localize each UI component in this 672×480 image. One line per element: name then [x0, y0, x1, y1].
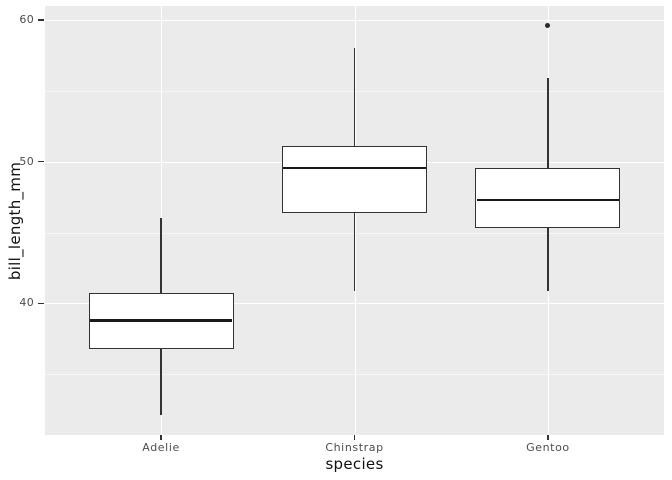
x-axis-title: species — [325, 455, 384, 473]
boxplot-upper-whisker — [160, 218, 162, 293]
x-tick-label: Adelie — [142, 441, 180, 454]
y-axis-tick — [38, 302, 44, 305]
y-tick-label: 50 — [19, 154, 34, 168]
boxplot-upper-whisker — [353, 48, 356, 147]
boxplot-lower-whisker — [547, 228, 549, 291]
boxplot-box — [475, 168, 621, 229]
y-axis-title: bill_length_mm — [6, 161, 24, 280]
x-axis-tick — [160, 435, 162, 440]
x-tick-label: Gentoo — [526, 441, 570, 454]
boxplot-median — [283, 166, 426, 170]
x-tick-label: Chinstrap — [325, 441, 384, 454]
y-axis-tick — [38, 160, 44, 163]
boxplot-lower-whisker — [160, 349, 162, 416]
boxplot-box — [281, 146, 428, 214]
outlier-point — [545, 23, 551, 29]
y-tick-label: 60 — [19, 13, 34, 27]
boxplot-median — [90, 319, 233, 322]
x-axis-tick — [353, 435, 356, 440]
y-tick-label: 40 — [19, 296, 34, 310]
boxplot-median — [476, 198, 619, 202]
boxplot-upper-whisker — [547, 78, 549, 169]
y-axis-tick — [38, 19, 44, 21]
x-axis-tick — [547, 435, 549, 440]
boxplot-lower-whisker — [353, 213, 356, 291]
